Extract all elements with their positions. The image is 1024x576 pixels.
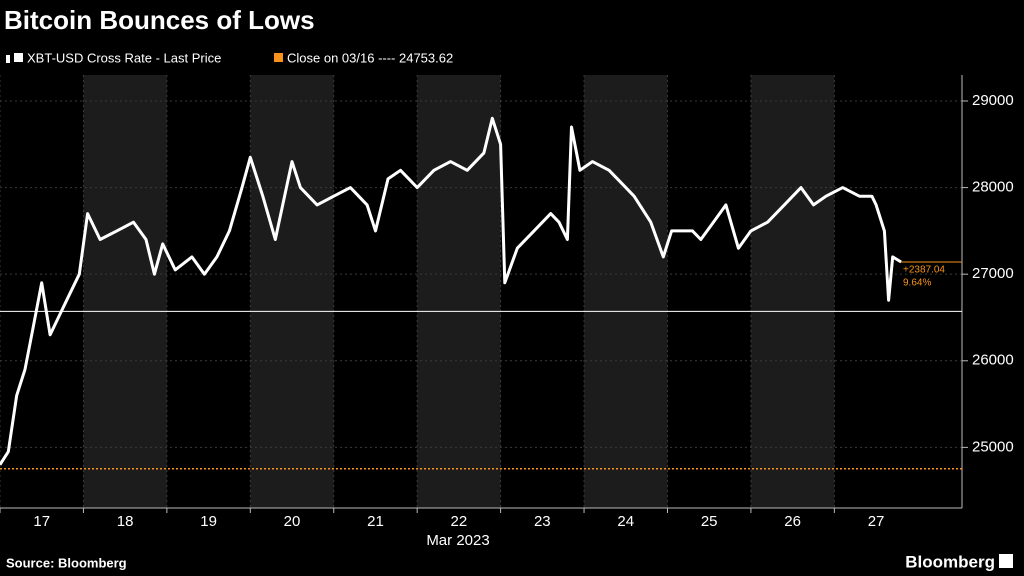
day-shade xyxy=(250,75,334,508)
brand-icon xyxy=(999,554,1013,568)
x-tick-label: 27 xyxy=(868,513,885,530)
legend-swatch xyxy=(6,55,10,63)
x-tick-label: 23 xyxy=(534,513,551,530)
legend-swatch xyxy=(14,53,23,62)
change-pct-label: 9.64% xyxy=(903,278,931,289)
y-tick-label: 28000 xyxy=(972,179,1014,196)
day-shade xyxy=(750,75,835,508)
legend-label: Close on 03/16 ---- 24753.62 xyxy=(287,50,453,65)
x-tick-label: 18 xyxy=(117,513,134,530)
x-tick-label: 25 xyxy=(701,513,718,530)
legend-label: XBT-USD Cross Rate - Last Price xyxy=(27,50,221,65)
x-tick-label: 19 xyxy=(200,513,217,530)
day-shade xyxy=(584,75,668,508)
y-tick-label: 26000 xyxy=(972,352,1014,369)
y-tick-label: 25000 xyxy=(972,438,1014,455)
source: Source: Bloomberg xyxy=(6,555,127,570)
x-tick-label: 22 xyxy=(451,513,468,530)
chart-title: Bitcoin Bounces of Lows xyxy=(4,5,315,35)
change-label: +2387.04 xyxy=(903,265,945,276)
legend-swatch xyxy=(274,53,283,62)
x-tick-label: 17 xyxy=(33,513,50,530)
y-tick-label: 27000 xyxy=(972,265,1014,282)
x-axis-label: Mar 2023 xyxy=(426,532,489,549)
x-tick-label: 26 xyxy=(784,513,801,530)
brand: Bloomberg xyxy=(905,552,995,571)
y-tick-label: 29000 xyxy=(972,92,1014,109)
x-tick-label: 21 xyxy=(367,513,384,530)
x-tick-label: 24 xyxy=(617,513,634,530)
x-tick-label: 20 xyxy=(284,513,301,530)
price-line xyxy=(0,116,902,466)
day-shade xyxy=(83,75,167,508)
